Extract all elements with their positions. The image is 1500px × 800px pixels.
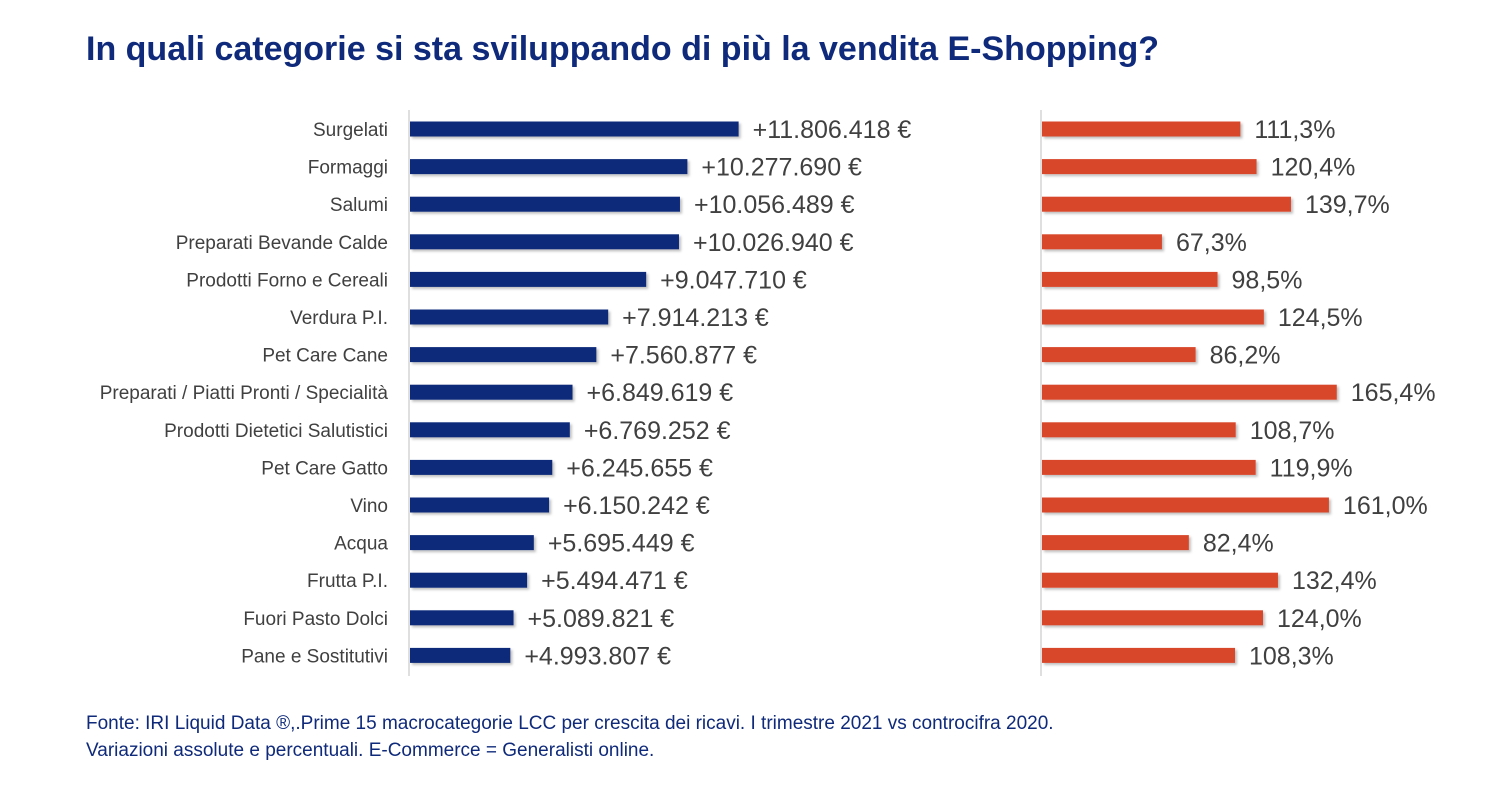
percent-growth-bar [1042, 422, 1236, 438]
absolute-growth-label: +10.026.940 € [693, 229, 854, 257]
category-label: Fuori Pasto Dolci [243, 609, 388, 630]
absolute-growth-bar [410, 309, 609, 325]
absolute-growth-label: +10.056.489 € [694, 191, 855, 219]
absolute-growth-label: +6.245.655 € [566, 454, 713, 482]
absolute-growth-label: +6.769.252 € [584, 417, 731, 445]
absolute-growth-label: +9.047.710 € [660, 266, 807, 294]
absolute-growth-bar [410, 384, 573, 400]
percent-growth-bar [1042, 572, 1278, 588]
percent-growth-bars [1042, 121, 1337, 663]
category-label: Verdura P.I. [290, 308, 388, 329]
percent-growth-bar [1042, 271, 1218, 287]
percent-growth-label: 82,4% [1203, 530, 1274, 558]
percent-growth-bar [1042, 497, 1329, 513]
percent-growth-bar [1042, 196, 1291, 212]
absolute-growth-label: +6.849.619 € [587, 379, 734, 407]
absolute-growth-label: +4.993.807 € [524, 642, 671, 670]
category-label: Salumi [330, 195, 388, 216]
category-label: Prodotti Dietetici Salutistici [164, 421, 388, 442]
absolute-growth-bars [410, 121, 739, 663]
absolute-growth-label: +5.695.449 € [548, 530, 695, 558]
percent-growth-label: 165,4% [1351, 379, 1436, 407]
category-label: Pet Care Cane [262, 346, 388, 367]
percent-growth-label: 124,5% [1278, 304, 1363, 332]
absolute-growth-label: +11.806.418 € [753, 116, 912, 144]
percent-growth-label: 139,7% [1305, 191, 1390, 219]
percent-growth-bar [1042, 384, 1337, 400]
category-label: Surgelati [313, 120, 388, 141]
percent-growth-label: 67,3% [1176, 229, 1247, 257]
category-label: Formaggi [308, 158, 388, 179]
category-label: Pane e Sostitutivi [241, 646, 388, 667]
percent-growth-bar [1042, 610, 1263, 626]
absolute-growth-label: +7.560.877 € [610, 342, 757, 370]
absolute-growth-bar [410, 535, 534, 551]
percent-growth-label: 98,5% [1232, 266, 1303, 294]
absolute-growth-labels: +11.806.418 € +10.277.690 € +10.056.489 € +… [524, 116, 911, 670]
absolute-growth-label: +7.914.213 € [622, 304, 769, 332]
absolute-growth-bar [410, 347, 597, 363]
absolute-growth-bar [410, 196, 680, 212]
percent-growth-bar [1042, 647, 1236, 663]
percent-growth-bar [1042, 234, 1162, 250]
absolute-growth-bar [410, 234, 679, 250]
absolute-growth-label: +5.089.821 € [528, 605, 675, 633]
percent-growth-label: 111,3% [1254, 116, 1335, 144]
percent-growth-label: 108,7% [1250, 417, 1335, 445]
percent-growth-label: 119,9% [1270, 454, 1353, 482]
percent-growth-label: 161,0% [1343, 492, 1428, 520]
percent-growth-bar [1042, 347, 1196, 363]
absolute-growth-bar [410, 159, 688, 175]
percent-growth-labels: 111,3% 120,4% 139,7% 67,3% 98,5% 124,5% 86,2% 1… [1176, 116, 1436, 670]
category-label: Acqua [334, 534, 388, 555]
percent-growth-label: 124,0% [1277, 605, 1362, 633]
category-labels: Surgelati Formaggi Salumi Preparati Bevande… [100, 120, 389, 667]
percent-growth-label: 86,2% [1210, 342, 1281, 370]
absolute-growth-bar [410, 610, 514, 626]
absolute-growth-bar [410, 647, 511, 663]
percent-growth-label: 120,4% [1271, 154, 1356, 182]
absolute-growth-bar [410, 497, 550, 513]
percent-growth-label: 132,4% [1292, 567, 1377, 595]
absolute-growth-label: +5.494.471 € [541, 567, 688, 595]
category-label: Vino [350, 496, 388, 517]
category-label: Frutta P.I. [307, 571, 388, 592]
percent-growth-label: 108,3% [1249, 642, 1334, 670]
absolute-growth-bar [410, 121, 739, 137]
absolute-growth-bar [410, 271, 647, 287]
percent-growth-bar [1042, 535, 1189, 551]
percent-growth-bar [1042, 309, 1264, 325]
absolute-growth-bar [410, 422, 570, 438]
absolute-growth-bar [410, 459, 553, 475]
absolute-growth-label: +10.277.690 € [701, 154, 862, 182]
absolute-growth-label: +6.150.242 € [563, 492, 710, 520]
chart: Surgelati Formaggi Salumi Preparati Bevande… [100, 110, 1436, 676]
category-label: Prodotti Forno e Cereali [186, 270, 388, 291]
footnote-line-2: Variazioni assolute e percentuali. E-Com… [86, 740, 655, 761]
category-label: Pet Care Gatto [261, 458, 388, 479]
category-label: Preparati / Piatti Pronti / Specialità [100, 383, 389, 404]
absolute-growth-bar [410, 572, 528, 588]
percent-growth-bar [1042, 159, 1257, 175]
source-footnote: Fonte: IRI Liquid Data ®,.Prime 15 macro… [86, 710, 1054, 764]
percent-growth-bar [1042, 121, 1241, 137]
percent-growth-bar [1042, 459, 1256, 475]
page-title: In quali categorie si sta sviluppando di… [86, 30, 1160, 68]
category-label: Preparati Bevande Calde [176, 233, 388, 254]
footnote-line-1: Fonte: IRI Liquid Data ®,.Prime 15 macro… [86, 713, 1054, 734]
